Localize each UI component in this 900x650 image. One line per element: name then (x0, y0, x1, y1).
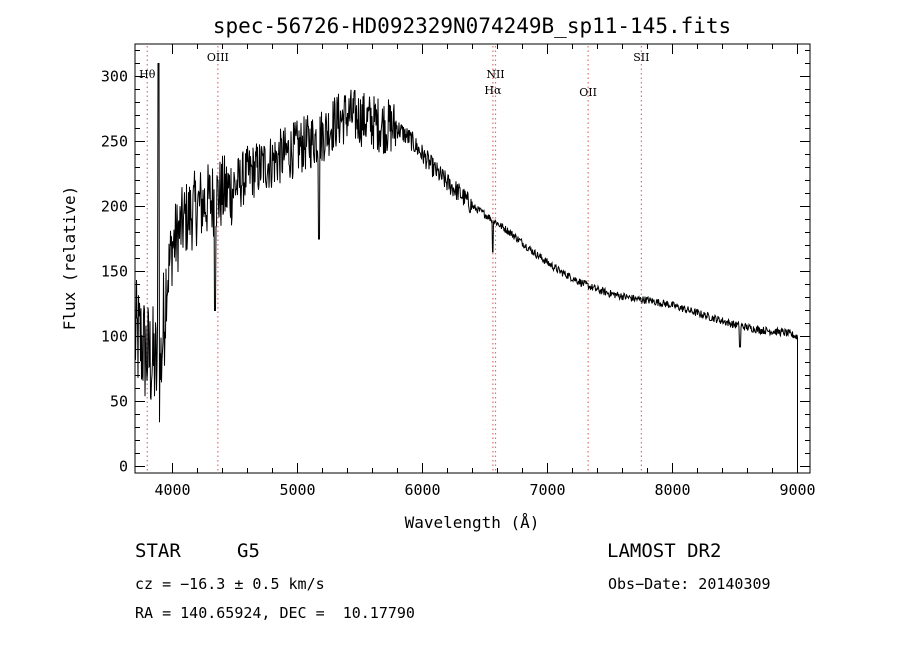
x-axis-label: Wavelength (Å) (405, 513, 540, 532)
y-tick-label: 300 (101, 68, 128, 86)
redshift-readout: cz = −16.3 ± 0.5 km/s (135, 575, 325, 593)
spectral-line-label: Hα (484, 84, 502, 97)
spectral-line-label: SII (633, 51, 649, 64)
x-tick-label: 5000 (279, 481, 315, 499)
y-tick-label: 100 (101, 328, 128, 346)
object-subclass: G5 (237, 540, 260, 562)
survey-name: LAMOST DR2 (607, 540, 722, 562)
spectral-line-label: OIII (207, 51, 229, 64)
chart-title: spec-56726-HD092329N074249B_sp11-145.fit… (213, 14, 731, 38)
x-tick-label: 4000 (154, 481, 190, 499)
plot-frame (134, 43, 811, 474)
axis-ticks: 4000 5000 6000 7000 8000 9000 0 50 100 150 200 250 3… (101, 44, 816, 499)
x-tick-label: 8000 (654, 481, 690, 499)
obs-date: Obs−Date: 20140309 (608, 575, 771, 593)
x-tick-label: 6000 (404, 481, 440, 499)
coordinates-readout: RA = 140.65924, DEC = 10.17790 (135, 604, 415, 622)
x-tick-label: 9000 (779, 481, 815, 499)
spectrum-line (134, 63, 798, 467)
spectral-line-label: Hθ (139, 68, 156, 81)
y-tick-label: 50 (110, 393, 128, 411)
object-class: STAR (135, 540, 181, 562)
y-tick-label: 150 (101, 263, 128, 281)
spectrum-series (134, 63, 798, 467)
y-tick-label: 250 (101, 133, 128, 151)
x-tick-label: 7000 (529, 481, 565, 499)
y-tick-label: 200 (101, 198, 128, 216)
spectral-line-label: NII (486, 68, 504, 81)
spectral-line-label: OII (579, 86, 597, 99)
y-axis-label: Flux (relative) (60, 186, 79, 331)
y-tick-label: 0 (119, 458, 128, 476)
spectral-line-markers: Hθ OIII NII Hα OII SII (139, 46, 649, 473)
